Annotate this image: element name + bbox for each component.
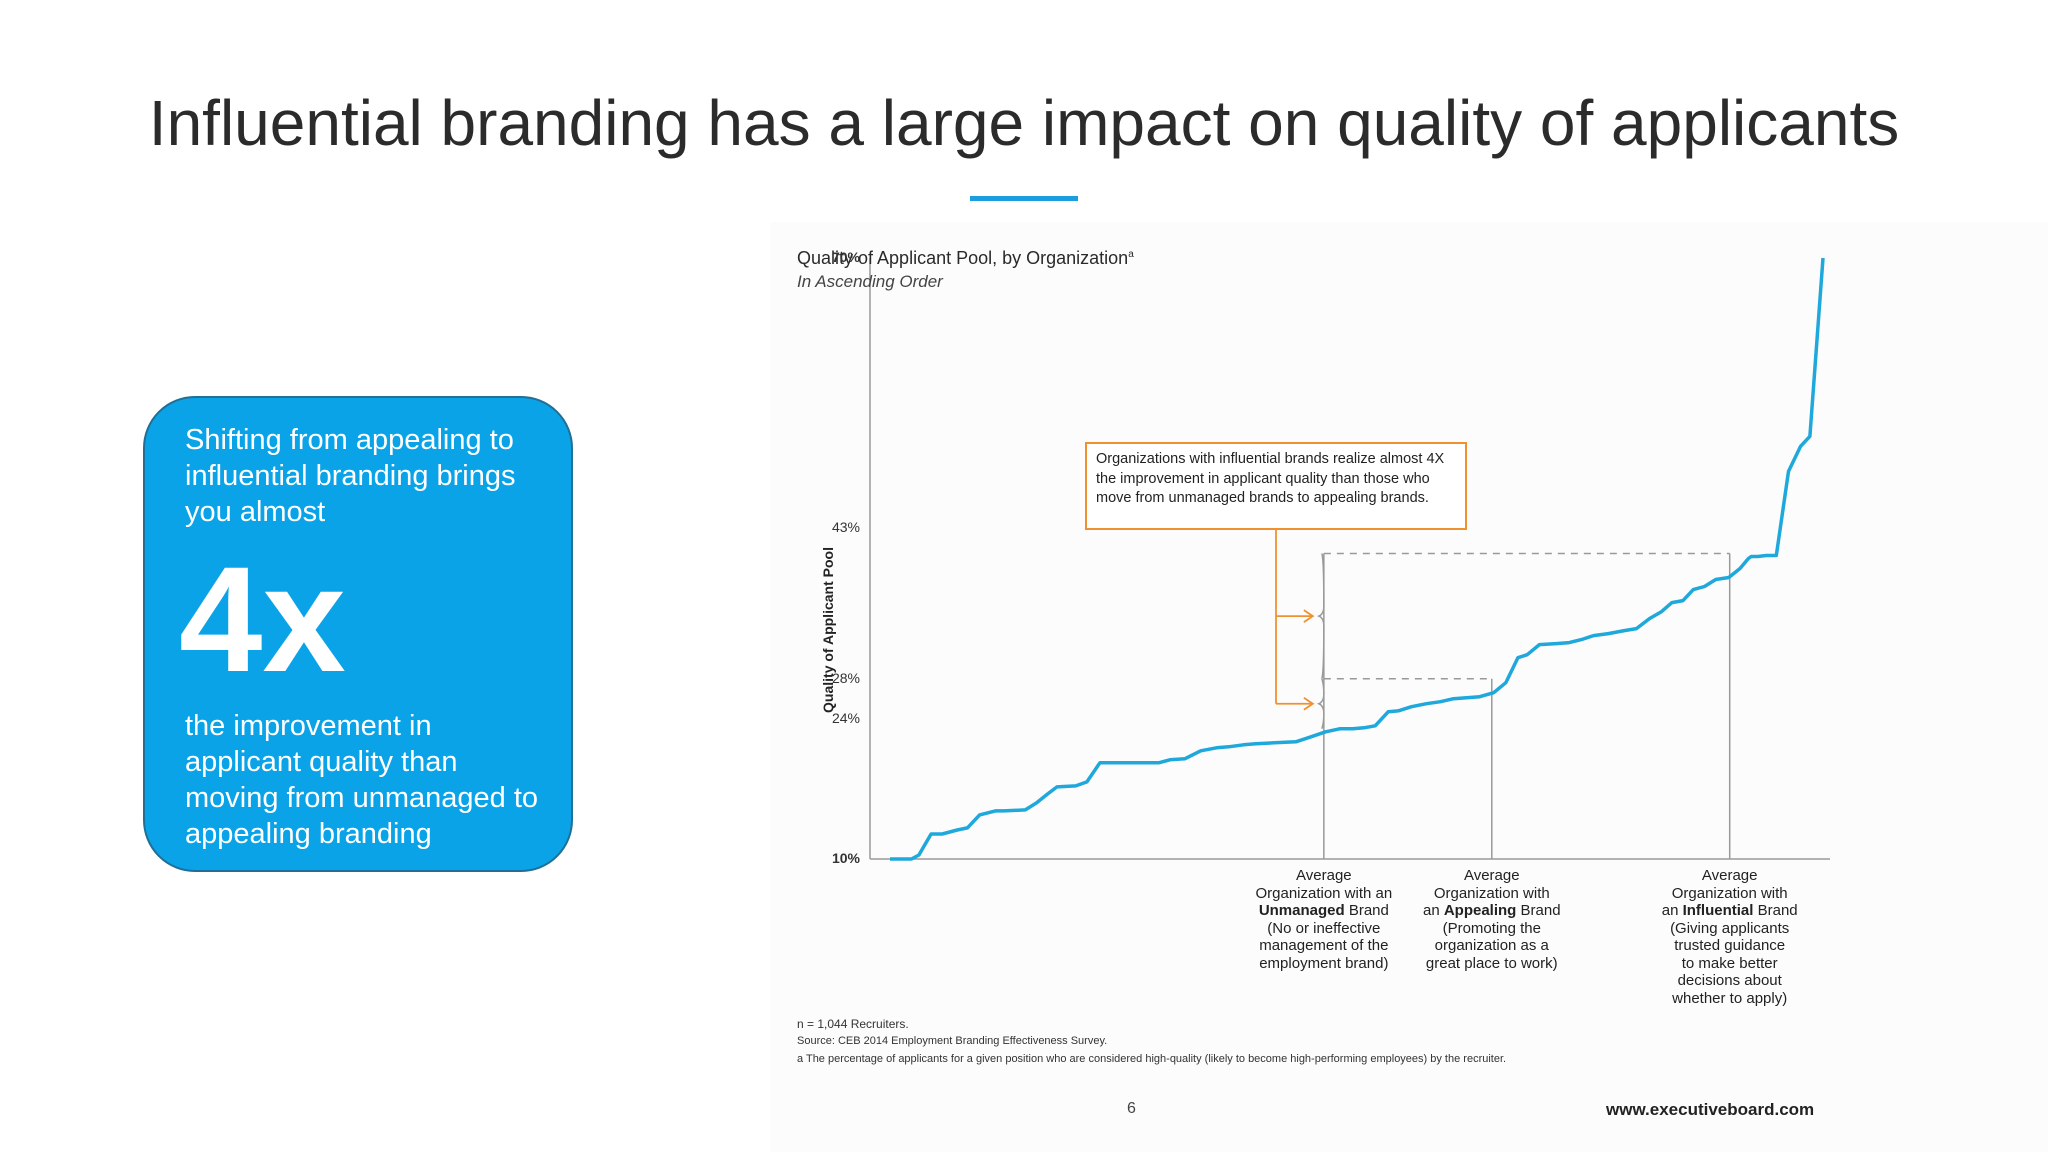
category-label-line: Unmanaged Brand bbox=[1258, 902, 1389, 919]
category-label-line: organization as a bbox=[1434, 937, 1549, 954]
footnote-n: n = 1,044 Recruiters. bbox=[797, 1017, 909, 1031]
category-label-line: trusted guidance bbox=[1674, 937, 1786, 954]
brace-lower bbox=[1316, 678, 1325, 730]
category-label-line: (No or ineffective bbox=[1267, 919, 1381, 937]
y-axis-title: Quality of Applicant Pool bbox=[820, 547, 836, 713]
category-label-line: decisions about bbox=[1677, 972, 1782, 989]
category-label-line: Average bbox=[1296, 867, 1352, 884]
category-label-line: an Influential Brand bbox=[1661, 902, 1798, 919]
category-label-2: Average Organization with an Influential B… bbox=[1650, 867, 1810, 1007]
category-label-bold: Influential bbox=[1682, 902, 1754, 919]
category-label-line: an Appealing Brand bbox=[1422, 902, 1561, 919]
category-label-line: employment brand) bbox=[1259, 954, 1389, 972]
chart-title-text: Quality of Applicant Pool, by Organizati… bbox=[797, 248, 1129, 268]
y-tick-label: 24% bbox=[831, 709, 860, 726]
category-label-line: Average bbox=[1701, 867, 1758, 884]
callout-box: Shifting from appealing to influential b… bbox=[143, 396, 573, 872]
category-label-0: Average Organization with an Unmanaged Bra… bbox=[1244, 867, 1404, 972]
category-label-line: Organization with an bbox=[1255, 884, 1393, 902]
annotation-box: Organizations with influential brands re… bbox=[1085, 442, 1467, 530]
category-label-line: (Giving applicants bbox=[1670, 919, 1790, 937]
category-label-line: to make better bbox=[1681, 954, 1778, 972]
slide-title: Influential branding has a large impact … bbox=[148, 87, 1900, 159]
category-label-bold: Unmanaged bbox=[1258, 902, 1345, 919]
callout-big-value: 4x bbox=[179, 535, 346, 703]
series-line bbox=[890, 257, 1825, 861]
website-url: www.executiveboard.com bbox=[1606, 1100, 1815, 1119]
callout-outro-text: the improvement in applicant quality tha… bbox=[185, 710, 539, 850]
connector-arrowhead-0 bbox=[1303, 609, 1315, 623]
category-label-line: Average bbox=[1463, 867, 1520, 884]
y-tick-label: 10% bbox=[831, 850, 860, 866]
y-tick-label: 70% bbox=[831, 249, 860, 265]
y-tick-label: 28% bbox=[831, 669, 860, 686]
category-label-1: Average Organization with an Appealing Bra… bbox=[1412, 867, 1572, 972]
brace-upper bbox=[1316, 553, 1325, 679]
chart-canvas bbox=[869, 257, 1830, 861]
footnote-a: a The percentage of applicants for a giv… bbox=[797, 1053, 1507, 1065]
page-number: 6 bbox=[1127, 1100, 1136, 1117]
chart-panel: Quality of Applicant Pool, by Organizati… bbox=[770, 222, 2048, 1152]
category-label-line: Organization with bbox=[1671, 884, 1788, 902]
category-label-line: great place to work) bbox=[1425, 954, 1558, 972]
footnote-source: Source: CEB 2014 Employment Branding Eff… bbox=[797, 1035, 1108, 1047]
category-label-line: management of the bbox=[1259, 937, 1389, 954]
callout-intro-text: Shifting from appealing to influential b… bbox=[185, 424, 516, 528]
chart-title: Quality of Applicant Pool, by Organizati… bbox=[797, 248, 1134, 269]
category-label-line: Organization with bbox=[1433, 884, 1550, 902]
category-label-bold: Appealing bbox=[1443, 902, 1517, 919]
y-tick-label: 43% bbox=[831, 519, 860, 536]
chart-title-superscript: a bbox=[1128, 249, 1134, 260]
category-label-line: (Promoting the bbox=[1442, 919, 1541, 937]
category-label-line: whether to apply) bbox=[1672, 989, 1788, 1007]
title-underline bbox=[970, 196, 1078, 201]
connector-arrowhead-1 bbox=[1303, 696, 1315, 711]
chart-subtitle: In Ascending Order bbox=[797, 272, 943, 291]
